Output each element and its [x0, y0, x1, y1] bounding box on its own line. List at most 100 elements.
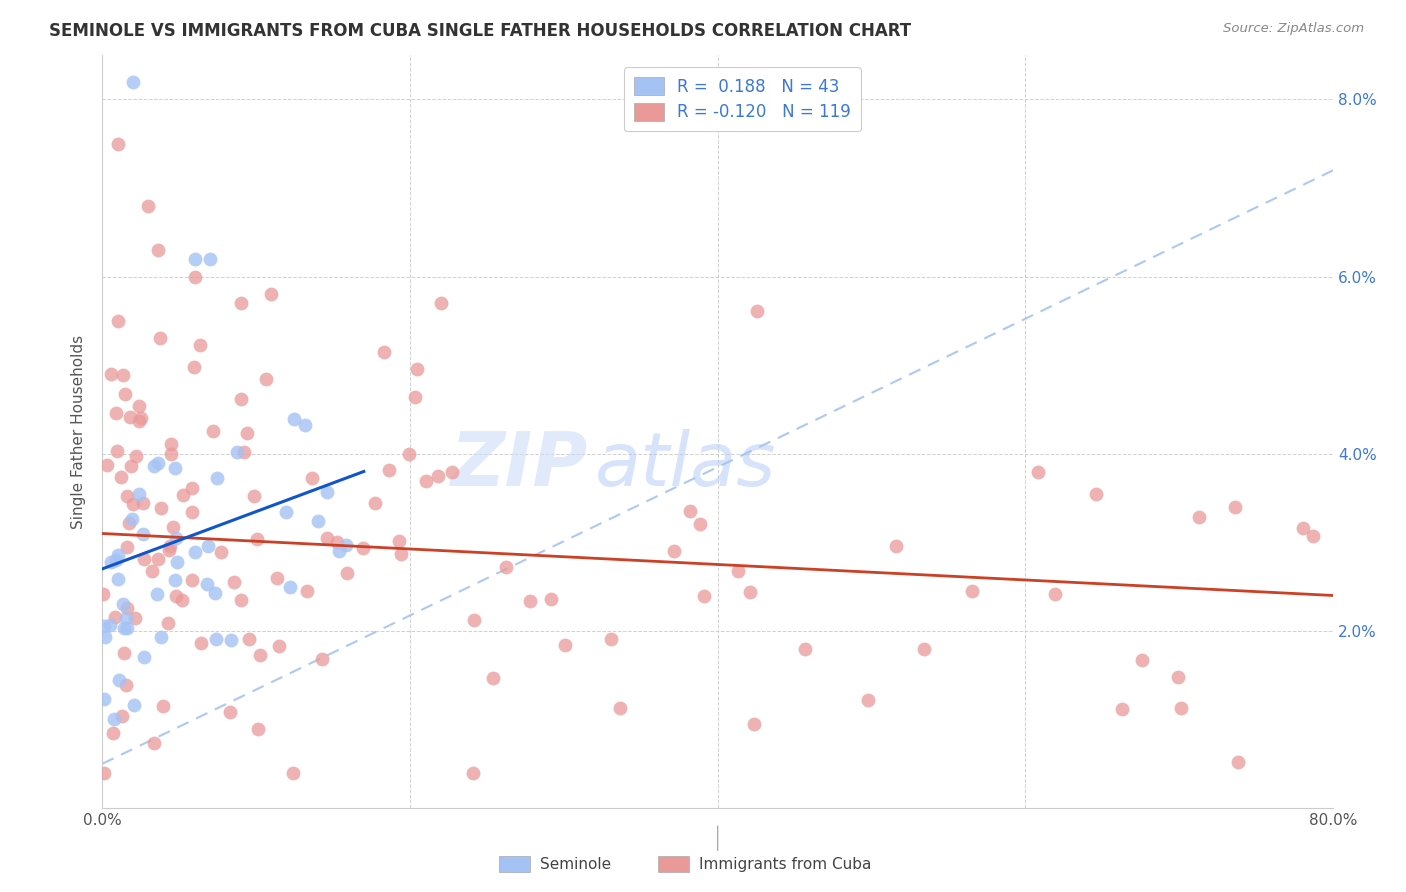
Point — [429, 296, 451, 310]
Point — [294, 417, 316, 432]
Point — [107, 314, 129, 328]
Point — [115, 600, 138, 615]
Point — [406, 362, 429, 376]
Point — [744, 717, 766, 731]
Point — [112, 597, 135, 611]
Point — [266, 571, 288, 585]
Point — [960, 584, 983, 599]
Point — [104, 610, 127, 624]
Point — [689, 516, 711, 531]
Point — [307, 514, 329, 528]
Point — [1167, 670, 1189, 684]
Point — [132, 496, 155, 510]
Point — [283, 412, 305, 426]
Point — [115, 540, 138, 554]
Point — [148, 331, 170, 345]
Point — [181, 573, 204, 587]
Point — [100, 618, 122, 632]
Text: Immigrants from Cuba: Immigrants from Cuba — [699, 857, 872, 871]
Point — [122, 497, 145, 511]
Point — [162, 520, 184, 534]
Point — [138, 199, 160, 213]
Point — [124, 611, 146, 625]
Point — [1302, 529, 1324, 543]
Point — [209, 544, 232, 558]
Point — [1084, 487, 1107, 501]
Point — [146, 244, 169, 258]
Point — [104, 553, 127, 567]
Point — [856, 693, 879, 707]
Point — [118, 410, 141, 425]
Point — [693, 589, 716, 603]
Point — [1292, 521, 1315, 535]
Point — [912, 641, 935, 656]
Point — [160, 436, 183, 450]
Text: ZIP: ZIP — [451, 429, 589, 502]
Point — [426, 469, 449, 483]
Point — [405, 390, 427, 404]
Point — [157, 543, 180, 558]
Point — [389, 547, 412, 561]
Point — [114, 386, 136, 401]
Point — [373, 344, 395, 359]
Point — [440, 465, 463, 479]
Point — [233, 444, 256, 458]
Point — [235, 426, 257, 441]
Legend: R =  0.188   N = 43, R = -0.120   N = 119: R = 0.188 N = 43, R = -0.120 N = 119 — [624, 67, 860, 131]
Point — [1026, 466, 1049, 480]
Point — [163, 573, 186, 587]
Point — [461, 765, 484, 780]
Point — [121, 512, 143, 526]
Point — [166, 555, 188, 569]
Point — [100, 555, 122, 569]
Point — [328, 544, 350, 558]
Point — [205, 632, 228, 646]
Point — [326, 535, 349, 549]
Point — [122, 75, 145, 89]
Text: SEMINOLE VS IMMIGRANTS FROM CUBA SINGLE FATHER HOUSEHOLDS CORRELATION CHART: SEMINOLE VS IMMIGRANTS FROM CUBA SINGLE … — [49, 22, 911, 40]
Point — [181, 505, 204, 519]
Point — [190, 636, 212, 650]
Point — [111, 709, 134, 723]
Point — [231, 593, 253, 607]
Point — [278, 580, 301, 594]
Point — [166, 590, 188, 604]
Point — [415, 474, 437, 488]
Point — [103, 712, 125, 726]
Point — [129, 411, 152, 425]
Text: atlas: atlas — [595, 429, 776, 501]
Point — [120, 459, 142, 474]
Point — [150, 500, 173, 515]
Point — [107, 136, 129, 151]
Point — [122, 698, 145, 713]
Point — [600, 632, 623, 646]
Point — [267, 639, 290, 653]
Point — [100, 367, 122, 381]
Point — [1170, 701, 1192, 715]
Point — [143, 737, 166, 751]
Point — [93, 587, 115, 601]
Point — [103, 725, 125, 739]
Point — [352, 541, 374, 555]
Point — [163, 461, 186, 475]
Point — [124, 450, 146, 464]
Point — [115, 621, 138, 635]
Point — [132, 552, 155, 566]
Point — [274, 505, 297, 519]
Point — [335, 538, 357, 552]
Point — [1187, 510, 1209, 524]
Point — [295, 583, 318, 598]
Point — [225, 444, 247, 458]
Point — [315, 531, 337, 545]
Point — [115, 489, 138, 503]
Point — [519, 594, 541, 608]
Point — [679, 503, 702, 517]
Point — [93, 692, 115, 706]
Point — [160, 448, 183, 462]
Point — [110, 470, 132, 484]
Point — [1223, 500, 1246, 514]
Point — [609, 701, 631, 715]
Point — [747, 303, 769, 318]
Point — [219, 633, 242, 648]
Point — [93, 631, 115, 645]
